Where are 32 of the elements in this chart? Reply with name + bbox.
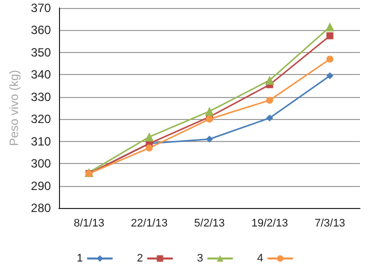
y-tick-label: 350	[30, 45, 52, 60]
x-tick-label: 5/2/13	[194, 218, 225, 230]
x-tick-label: 7/3/13	[314, 218, 346, 230]
x-tick-label: 8/1/13	[74, 218, 104, 230]
point	[266, 96, 274, 104]
y-axis-title: Peso vivo (kg)	[7, 70, 21, 146]
x-tick-label: 19/2/13	[251, 218, 288, 230]
point	[326, 72, 334, 80]
point	[326, 56, 334, 63]
point	[146, 144, 153, 152]
legend-label: 3	[196, 252, 204, 264]
point	[206, 136, 213, 143]
y-tick-label: 370	[30, 1, 52, 15]
x-tick-label: 22/1/13	[130, 218, 168, 230]
point	[326, 32, 334, 40]
point	[266, 114, 274, 122]
point	[204, 106, 214, 116]
y-tick-label: 310	[30, 134, 52, 148]
legend-label: 1	[76, 252, 83, 264]
legend-label: 2	[136, 252, 143, 264]
point	[144, 132, 154, 142]
y-tick-label: 340	[30, 68, 52, 82]
y-tick-label: 280	[30, 201, 52, 215]
point	[206, 116, 213, 123]
y-tick-label: 300	[30, 156, 52, 171]
y-tick-label: 360	[30, 23, 52, 38]
y-tick-label: 320	[30, 112, 52, 126]
legend-label: 4	[257, 252, 264, 264]
point	[325, 22, 334, 32]
y-tick-label: 290	[30, 178, 52, 193]
y-tick-label: 330	[30, 90, 52, 104]
point	[265, 76, 274, 85]
